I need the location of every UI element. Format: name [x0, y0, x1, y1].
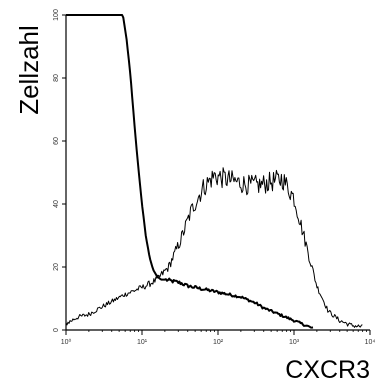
y-tick-label: 60 — [53, 137, 60, 145]
y-tick-label: 100 — [53, 9, 60, 21]
y-tick-label: 40 — [53, 200, 60, 208]
series-layer — [65, 14, 363, 329]
plot-frame — [65, 15, 370, 331]
y-axis-title: Zellzahl — [14, 25, 44, 115]
x-tick-label: 10¹ — [137, 339, 148, 346]
histogram-series-1 — [66, 14, 314, 329]
x-ticks: 10⁰ 10¹ 10² 10³ 10⁴ — [61, 330, 376, 346]
x-tick-label: 10⁴ — [365, 339, 376, 346]
y-tick-label: 80 — [53, 74, 60, 82]
y-tick-label: 0 — [53, 328, 60, 332]
x-tick-label: 10² — [213, 339, 224, 346]
y-ticks: 0 20 40 60 80 100 — [53, 9, 66, 332]
x-axis-title: CXCR3 — [285, 356, 370, 383]
y-tick-label: 20 — [53, 263, 60, 271]
x-tick-label: 10³ — [289, 339, 300, 346]
histogram-series-2 — [65, 167, 363, 328]
x-tick-label: 10⁰ — [61, 338, 72, 346]
